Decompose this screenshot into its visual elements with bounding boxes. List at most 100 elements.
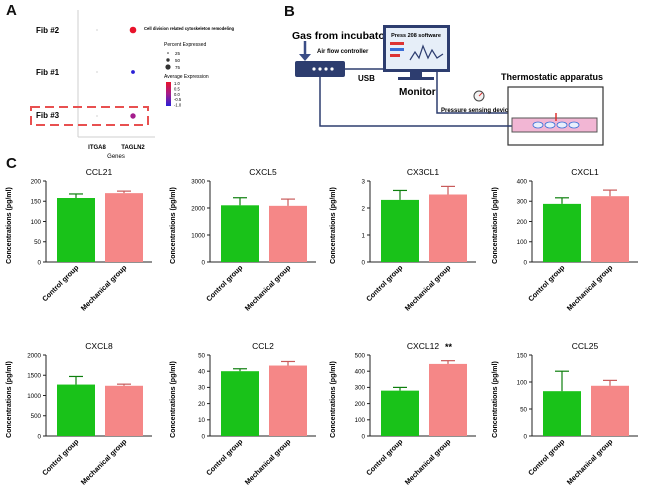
- row-label-fib2: Fib #2: [36, 26, 60, 35]
- category-label-1: Mechanical group: [403, 263, 453, 313]
- x-tick-itga8: ITGA8: [88, 145, 106, 151]
- monitor-label: Monitor: [399, 87, 436, 98]
- y-tick-label-2: 2: [362, 205, 366, 212]
- y-tick-label-1: 100: [517, 239, 528, 246]
- y-tick-label-1: 100: [355, 417, 366, 424]
- y-tick-label-3: 3000: [191, 178, 205, 185]
- dot-plot: Fib #2 Fib #1 Fib #3 ITGA8 TAGLN2 Genes …: [30, 10, 234, 160]
- category-label-1: Mechanical group: [243, 437, 293, 487]
- color-legend-bar: [166, 82, 171, 106]
- bar-mechanical: [105, 385, 143, 436]
- y-tick-label-1: 1: [362, 232, 366, 239]
- y-tick-label-2: 20: [198, 401, 205, 408]
- y-tick-label-1: 1000: [191, 232, 205, 239]
- category-label-1: Mechanical group: [243, 263, 293, 313]
- chart-cx3cl1: CX3CL1 Concentrations (pg/ml) 0 1 2 3 Control …: [330, 167, 476, 313]
- category-label-1: Mechanical group: [565, 437, 615, 487]
- gas-line: [319, 77, 512, 127]
- y-tick-label-1: 50: [34, 239, 41, 246]
- chart-ccl25: CCL25 Concentrations (pg/ml) 0 50 100 150 Cont…: [492, 341, 638, 487]
- chart-title: CXCL12: [407, 341, 439, 351]
- chart-title: CX3CL1: [407, 167, 439, 177]
- y-tick-label-2: 100: [517, 379, 528, 386]
- y-tick-label-3: 30: [198, 385, 205, 392]
- chart-title: CXCL1: [571, 167, 599, 177]
- color-legend-label-4: -1.0: [174, 103, 182, 108]
- y-axis-label: Concentrations (pg/ml): [6, 361, 13, 438]
- bar-mechanical: [105, 193, 143, 262]
- dot-1: [131, 70, 135, 74]
- y-tick-label-2: 200: [517, 219, 528, 226]
- dot-4: [96, 71, 98, 73]
- dot-3: [96, 29, 98, 31]
- chart-cxcl5: CXCL5 Concentrations (pg/ml) 0 1000 2000 3000…: [170, 167, 316, 313]
- category-label-0: Control group: [526, 263, 567, 304]
- dot-0: [129, 26, 137, 34]
- gas-label: Gas from incubator: [292, 30, 389, 42]
- bar-mechanical: [429, 363, 467, 436]
- controller-label: Air flow controller: [317, 49, 369, 55]
- chart-cxcl12: CXCL12 ** Concentrations (pg/ml) 0 100 200 300…: [330, 341, 476, 487]
- y-tick-label-1: 10: [198, 417, 205, 424]
- size-legend-label-2: 75: [175, 65, 181, 70]
- pressure-label: Pressure sensing device: [441, 108, 512, 114]
- x-axis-label: Genes: [107, 154, 125, 160]
- bar-control: [543, 391, 581, 436]
- highlight-box: [30, 106, 149, 126]
- size-legend-dot-2: [165, 64, 171, 70]
- y-tick-label-1: 500: [31, 413, 42, 420]
- chart-ccl2: CCL2 Concentrations (pg/ml) 0 10 20 30 40 50 Con…: [170, 341, 316, 487]
- monitor-connection-line: [436, 72, 520, 114]
- y-tick-label-4: 2000: [27, 352, 41, 359]
- chart-cxcl1: CXCL1 Concentrations (pg/ml) 0 100 200 300 400…: [492, 167, 638, 313]
- row-label-fib3: Fib #3: [36, 111, 60, 120]
- monitor-base: [398, 77, 434, 80]
- bar-control: [381, 199, 419, 262]
- y-tick-label-2: 100: [31, 219, 42, 226]
- bar-control: [57, 384, 95, 436]
- thermostat-label: Thermostatic apparatus: [501, 72, 603, 82]
- color-legend-label-1: 0.5: [174, 86, 180, 91]
- dot-5: [96, 115, 98, 117]
- chart-ccl21: CCL21 Concentrations (pg/ml) 0 50 100 150 200 C…: [6, 167, 152, 313]
- color-legend-title: Average Expression: [164, 74, 209, 80]
- dots-group: [96, 26, 137, 119]
- y-tick-label-4: 400: [355, 369, 366, 376]
- dot-2: [130, 113, 136, 119]
- bar-control: [381, 390, 419, 436]
- category-label-0: Control group: [40, 263, 81, 304]
- usb-label: USB: [358, 74, 375, 83]
- software-widgets: [390, 42, 444, 61]
- y-axis-label: Concentrations (pg/ml): [170, 187, 177, 264]
- size-legend: 25 50 75: [165, 51, 181, 70]
- y-axis-label: Concentrations (pg/ml): [330, 361, 337, 438]
- apparatus-diagram: Gas from incubator Air flow controller U…: [292, 25, 604, 146]
- size-legend-dot-1: [166, 58, 170, 62]
- y-axis-label: Concentrations (pg/ml): [330, 187, 337, 264]
- y-tick-label-0: 0: [524, 259, 528, 266]
- row-label-fib1: Fib #1: [36, 68, 60, 77]
- category-label-0: Control group: [364, 263, 405, 304]
- bar-control: [57, 198, 95, 262]
- panel-label-c: C: [6, 155, 17, 172]
- chart-title: CCL25: [572, 341, 599, 351]
- y-tick-label-5: 500: [355, 352, 366, 359]
- size-legend-label-0: 25: [175, 51, 181, 56]
- monitor-stand: [410, 72, 422, 77]
- y-tick-label-0: 0: [524, 433, 528, 440]
- y-tick-label-4: 400: [517, 178, 528, 185]
- arrow-icon: [299, 41, 311, 61]
- y-tick-label-2: 1000: [27, 393, 41, 400]
- y-tick-label-3: 1500: [27, 373, 41, 380]
- category-label-1: Mechanical group: [79, 437, 129, 487]
- x-tick-tagln2: TAGLN2: [121, 145, 145, 151]
- bar-mechanical: [591, 196, 629, 262]
- category-label-0: Control group: [40, 437, 81, 478]
- y-tick-label-3: 300: [355, 385, 366, 392]
- size-legend-dot-0: [167, 52, 169, 54]
- chart-title: CXCL5: [249, 167, 277, 177]
- bar-control: [543, 203, 581, 262]
- category-label-1: Mechanical group: [403, 437, 453, 487]
- bar-mechanical: [269, 205, 307, 262]
- y-tick-label-0: 0: [362, 433, 366, 440]
